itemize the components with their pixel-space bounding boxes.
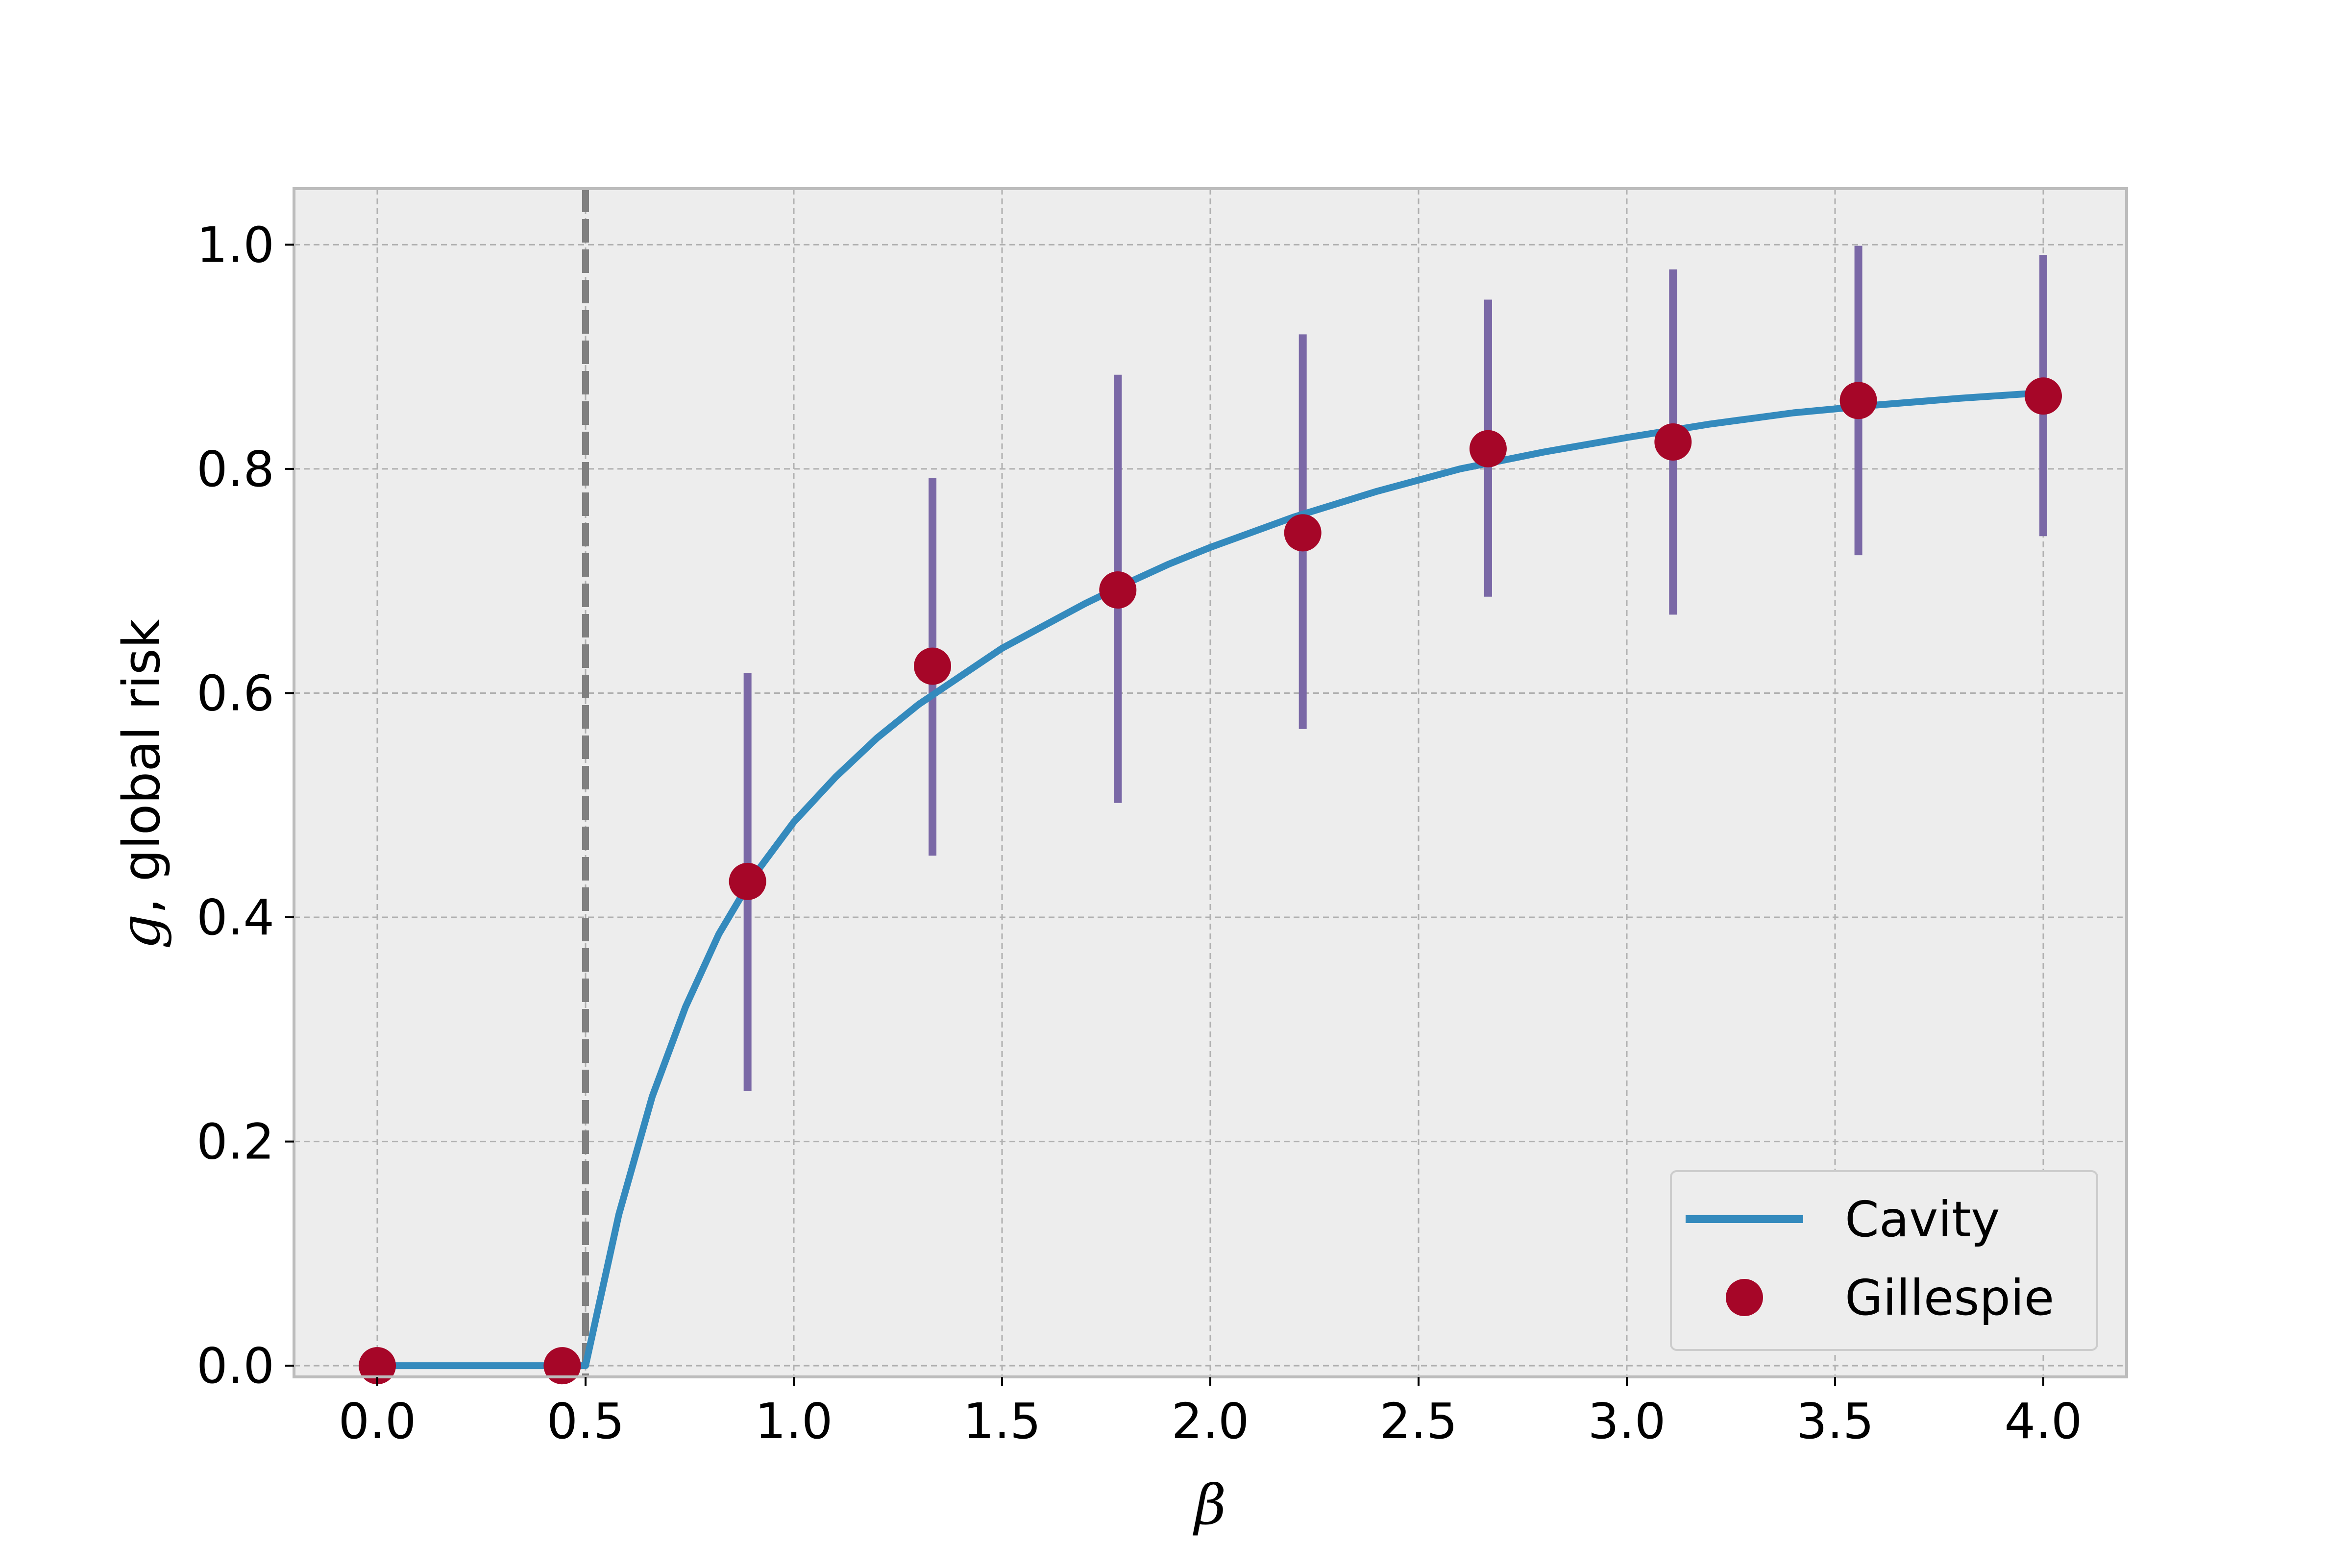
gillespie-point [543,1347,581,1385]
x-tick-label: 3.0 [1588,1393,1666,1450]
x-axis: 0.0 0.5 1.0 1.5 2.0 2.5 3.0 3.5 4.0 [338,1377,2082,1450]
gillespie-point [1469,430,1507,467]
x-tick-label: 2.5 [1379,1393,1457,1450]
y-axis-label-variable: g [109,914,172,949]
gillespie-point [914,647,952,685]
y-axis: 0.0 0.2 0.4 0.6 0.8 1.0 [196,216,294,1395]
x-tick-label: 4.0 [2004,1393,2082,1450]
gillespie-point [1654,423,1692,461]
y-axis-label: g, global risk [109,619,172,949]
legend-cavity-label: Cavity [1845,1191,2000,1248]
gillespie-point [1099,571,1137,609]
cavity-line [377,389,2044,1370]
y-tick-label: 0.8 [196,441,274,498]
x-axis-label: β [1193,1473,1226,1537]
gillespie-point [1284,514,1322,552]
y-tick-label: 0.6 [196,664,274,722]
y-axis-label-text: , global risk [112,619,172,914]
x-tick-label: 3.5 [1796,1393,1874,1450]
y-tick-label: 0.2 [196,1113,274,1171]
legend-gillespie-swatch [1726,1279,1763,1316]
x-tick-label: 2.0 [1171,1393,1249,1450]
gillespie-point [2025,377,2062,415]
legend-gillespie-label: Gillespie [1845,1269,2054,1326]
y-tick-label: 0.4 [196,889,274,946]
y-tick-label: 1.0 [196,216,274,273]
gillespie-point [1839,382,1877,419]
gillespie-point [359,1347,396,1385]
series-layer [359,245,2062,1385]
x-tick-label: 0.5 [546,1393,624,1450]
gillespie-point [729,862,766,900]
y-tick-label: 0.0 [196,1337,274,1395]
legend: Cavity Gillespie [1670,1170,2098,1351]
x-tick-label: 1.0 [755,1393,833,1450]
x-tick-label: 1.5 [963,1393,1041,1450]
x-tick-label: 0.0 [338,1393,416,1450]
